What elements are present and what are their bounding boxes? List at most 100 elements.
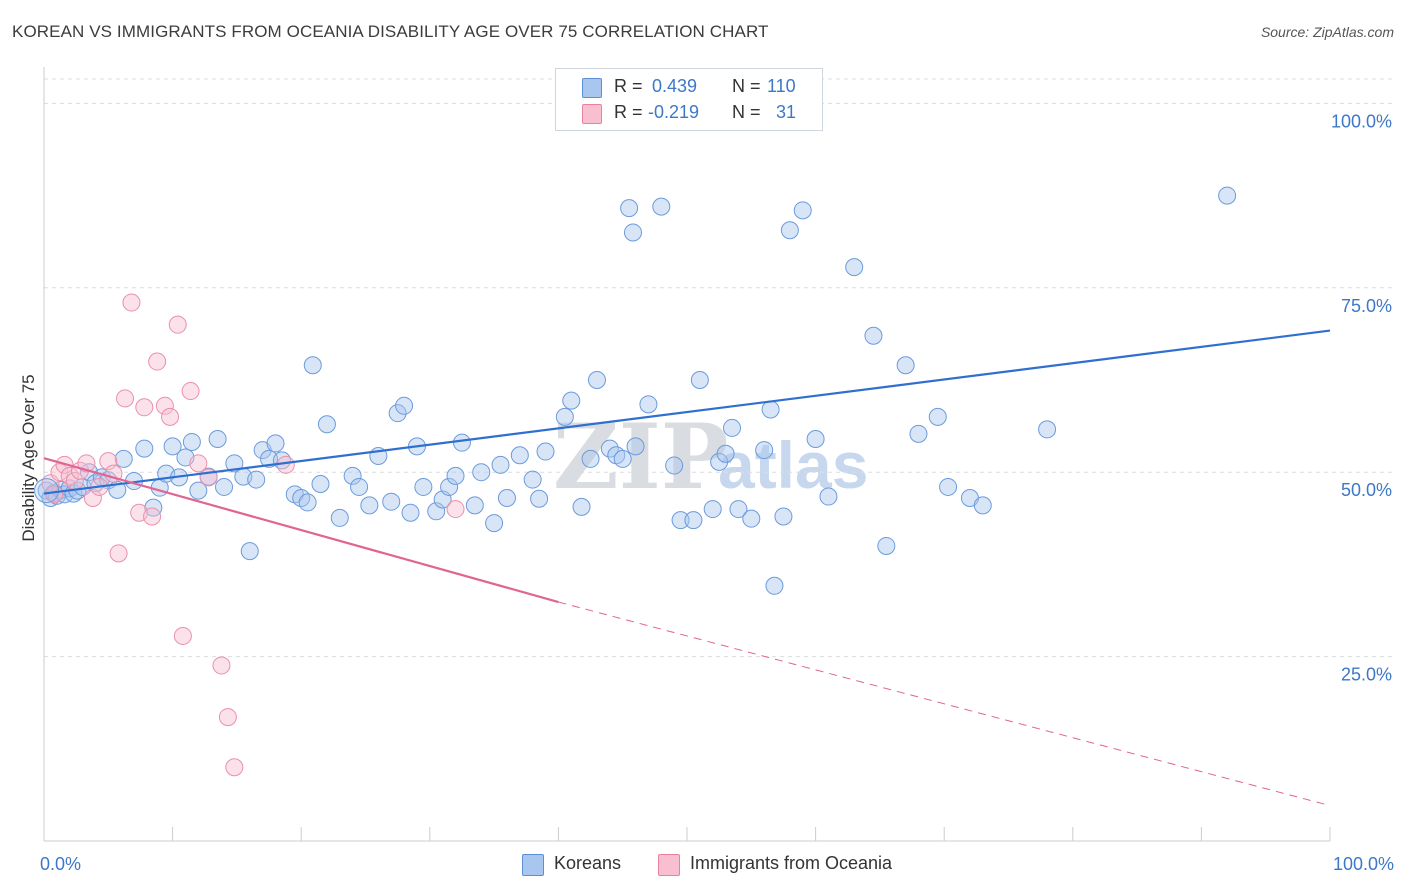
korean-point — [388, 404, 407, 423]
oceania-legend-label: Immigrants from Oceania — [690, 853, 893, 873]
korean-point — [690, 370, 709, 389]
korean-point — [311, 474, 330, 493]
korean-point — [491, 455, 510, 474]
korean-point — [440, 477, 459, 496]
korean-point — [896, 356, 915, 375]
korean-point — [247, 470, 266, 489]
korean-point — [1038, 420, 1057, 439]
korean-point — [742, 509, 761, 528]
oceania-point — [122, 293, 141, 312]
korean-point — [939, 477, 958, 496]
korean-point — [774, 507, 793, 526]
korean-point — [485, 514, 504, 533]
korean-point — [472, 463, 491, 482]
oceania-point — [109, 544, 128, 563]
korean-point — [973, 496, 992, 515]
korean-point — [34, 478, 60, 504]
watermark-atlas: atlas — [718, 428, 868, 502]
korean-point — [845, 258, 864, 277]
korean-point — [755, 441, 774, 460]
korean-point — [729, 500, 748, 519]
oceania-point — [135, 398, 154, 417]
oceania-point — [218, 708, 237, 727]
oceania-point — [225, 758, 244, 777]
r-label: R = — [614, 76, 643, 96]
korean-point — [240, 542, 259, 561]
oceania-trend-line — [558, 601, 1331, 807]
koreans-swatch — [582, 78, 602, 98]
watermark-zip: ZIP — [553, 404, 728, 510]
korean-point — [909, 424, 928, 443]
y-tick-label: 25.0% — [1341, 665, 1392, 685]
korean-point — [497, 489, 516, 508]
korean-point — [360, 496, 379, 515]
korean-point — [626, 437, 645, 456]
korean-point — [555, 407, 574, 426]
korean-point — [587, 370, 606, 389]
oceania-point — [212, 656, 231, 675]
oceania-point — [181, 382, 200, 401]
korean-point — [723, 418, 742, 437]
korean-point — [303, 356, 322, 375]
r-value: 0.439 — [652, 76, 698, 96]
oceania-point — [60, 466, 79, 485]
korean-point — [414, 477, 433, 496]
korean-point — [215, 477, 234, 496]
oceania-point — [276, 455, 295, 474]
korean-point — [330, 508, 349, 527]
korean-point — [623, 223, 642, 242]
korean-point — [1218, 186, 1237, 205]
n-label: N = — [732, 76, 761, 96]
y-axis-title: Disability Age Over 75 — [19, 374, 38, 541]
korean-point — [523, 470, 542, 489]
korean-point — [819, 487, 838, 506]
oceania-point — [173, 626, 192, 645]
korean-point — [671, 511, 690, 530]
korean-point — [114, 449, 133, 468]
y-tick-label: 50.0% — [1341, 480, 1392, 500]
n-label: N = — [732, 102, 761, 122]
korean-point — [182, 432, 201, 451]
oceania-point — [148, 352, 167, 371]
korean-point — [401, 503, 420, 522]
korean-point — [780, 221, 799, 240]
koreans-legend-swatch — [522, 854, 544, 876]
oceania-point — [155, 396, 174, 415]
korean-point — [703, 500, 722, 519]
y-tick-label: 100.0% — [1331, 111, 1392, 131]
korean-point — [613, 449, 632, 468]
korean-point — [465, 496, 484, 515]
oceania-point — [77, 454, 96, 473]
oceania-swatch — [582, 104, 602, 124]
korean-point — [684, 511, 703, 530]
korean-point — [864, 326, 883, 345]
korean-point — [350, 477, 369, 496]
korean-point — [452, 433, 471, 452]
korean-point — [793, 201, 812, 220]
chart-title: KOREAN VS IMMIGRANTS FROM OCEANIA DISABI… — [12, 22, 769, 41]
korean-point — [572, 497, 591, 516]
koreans-legend-label: Koreans — [554, 853, 622, 873]
y-tick-label: 75.0% — [1341, 296, 1392, 316]
korean-point — [530, 489, 549, 508]
oceania-point — [83, 489, 102, 508]
oceania-point — [161, 407, 180, 426]
n-value: 31 — [776, 102, 797, 122]
stats-legend: R = 0.439 N = 110 R = -0.219 N = 31 — [555, 68, 823, 131]
korean-point — [620, 199, 639, 218]
korean-point — [761, 400, 780, 419]
r-value: -0.219 — [648, 102, 700, 122]
oceania-legend-swatch — [658, 854, 680, 876]
korean-point — [536, 442, 555, 461]
korean-point — [225, 454, 244, 473]
korean-point — [581, 449, 600, 468]
korean-point — [716, 444, 735, 463]
korean-point — [343, 466, 362, 485]
r-label: R = — [614, 102, 643, 122]
korean-point — [652, 197, 671, 216]
korean-point — [665, 456, 684, 475]
korean-point — [260, 449, 279, 468]
korean-point — [298, 493, 317, 512]
korean-point — [562, 391, 581, 410]
